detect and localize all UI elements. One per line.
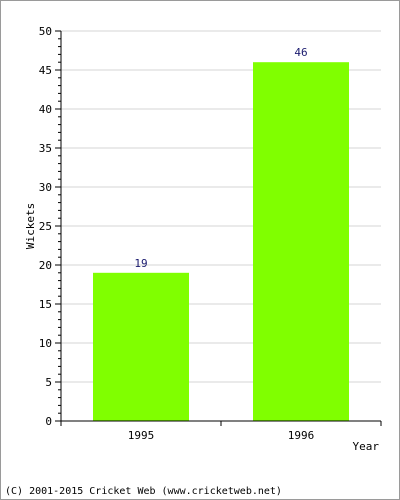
bar-1995 bbox=[93, 272, 189, 421]
data-label-1996: 46 bbox=[294, 46, 307, 59]
axes bbox=[55, 30, 382, 426]
y-tick-label: 10 bbox=[39, 337, 52, 350]
copyright-footer: (C) 2001-2015 Cricket Web (www.cricketwe… bbox=[5, 486, 282, 497]
y-axis-title: Wickets bbox=[24, 203, 37, 249]
y-tick-label: 20 bbox=[39, 259, 52, 272]
y-tick-label: 35 bbox=[39, 142, 52, 155]
y-tick-label: 25 bbox=[39, 220, 52, 233]
y-tick-label: 40 bbox=[39, 103, 52, 116]
data-label-1995: 19 bbox=[134, 257, 147, 270]
y-tick-label: 45 bbox=[39, 64, 52, 77]
y-tick-label: 15 bbox=[39, 298, 52, 311]
y-tick-label: 0 bbox=[45, 415, 52, 428]
labels: Wickets Year 0 5 10 15 20 25 30 35 40 45 50 19 1995 4… bbox=[24, 25, 379, 453]
bars bbox=[93, 62, 349, 421]
x-axis-title: Year bbox=[353, 440, 380, 453]
y-tick-label: 30 bbox=[39, 181, 52, 194]
x-tick-label-1995: 1995 bbox=[128, 429, 155, 442]
y-tick-label: 5 bbox=[45, 376, 52, 389]
x-tick-label-1996: 1996 bbox=[288, 429, 315, 442]
y-tick-label: 50 bbox=[39, 25, 52, 38]
bar-1996 bbox=[253, 62, 349, 421]
